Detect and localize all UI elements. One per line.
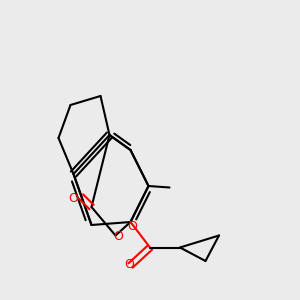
Text: O: O	[69, 191, 78, 205]
Text: O: O	[124, 257, 134, 271]
Text: O: O	[114, 230, 123, 244]
Text: O: O	[127, 220, 137, 233]
